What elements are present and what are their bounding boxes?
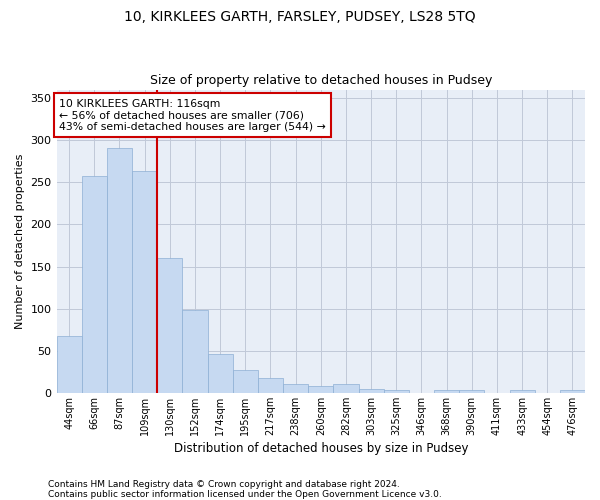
Bar	[233, 370, 258, 393]
Bar	[132, 172, 157, 393]
Bar	[107, 148, 132, 393]
Title: Size of property relative to detached houses in Pudsey: Size of property relative to detached ho…	[149, 74, 492, 87]
Bar	[82, 176, 107, 393]
Bar	[560, 390, 585, 393]
Text: 10, KIRKLEES GARTH, FARSLEY, PUDSEY, LS28 5TQ: 10, KIRKLEES GARTH, FARSLEY, PUDSEY, LS2…	[124, 10, 476, 24]
Bar	[157, 258, 182, 393]
Bar	[56, 336, 82, 393]
Bar	[334, 384, 359, 393]
Text: Contains HM Land Registry data © Crown copyright and database right 2024.: Contains HM Land Registry data © Crown c…	[48, 480, 400, 489]
X-axis label: Distribution of detached houses by size in Pudsey: Distribution of detached houses by size …	[173, 442, 468, 455]
Text: Contains public sector information licensed under the Open Government Licence v3: Contains public sector information licen…	[48, 490, 442, 499]
Bar	[182, 310, 208, 393]
Bar	[434, 390, 459, 393]
Y-axis label: Number of detached properties: Number of detached properties	[15, 154, 25, 329]
Bar	[509, 390, 535, 393]
Bar	[258, 378, 283, 393]
Text: 10 KIRKLEES GARTH: 116sqm
← 56% of detached houses are smaller (706)
43% of semi: 10 KIRKLEES GARTH: 116sqm ← 56% of detac…	[59, 98, 326, 132]
Bar	[459, 390, 484, 393]
Bar	[208, 354, 233, 393]
Bar	[283, 384, 308, 393]
Bar	[359, 388, 383, 393]
Bar	[383, 390, 409, 393]
Bar	[308, 386, 334, 393]
